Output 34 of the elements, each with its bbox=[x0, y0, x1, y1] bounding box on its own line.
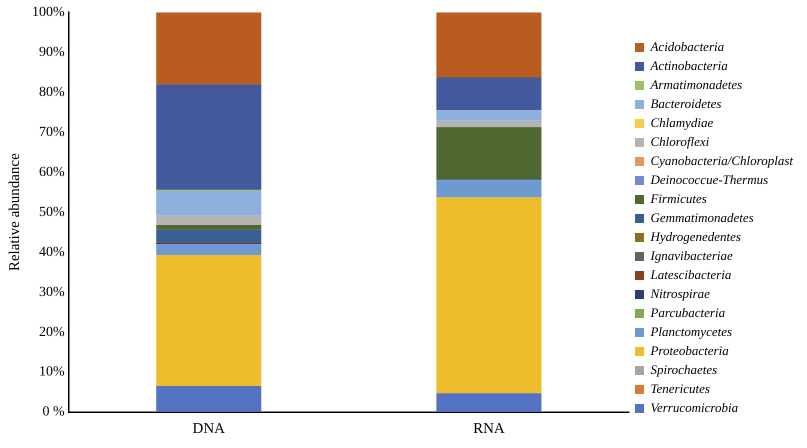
legend-label: Bacteroidetes bbox=[650, 96, 722, 111]
legend-label: Firmicutes bbox=[649, 190, 707, 206]
legend-label: Latescibacteria bbox=[649, 266, 732, 282]
legend-label: Cyanobacteria/Chloroplast bbox=[650, 152, 794, 168]
legend-label: Nitrospirae bbox=[649, 286, 710, 301]
y-tick-label: 20% bbox=[38, 324, 65, 340]
legend-label: Deinococcue-Thermus bbox=[649, 172, 768, 187]
x-tick-label: RNA bbox=[473, 420, 505, 437]
legend-label: Parcubacteria bbox=[649, 304, 726, 320]
legend-label: Actinobacteria bbox=[649, 58, 728, 73]
y-tick-label: 0 % bbox=[42, 404, 65, 420]
legend-label: Spirochaetes bbox=[650, 362, 718, 377]
y-tick-label: 50% bbox=[38, 204, 65, 220]
x-tick-label: DNA bbox=[192, 420, 226, 437]
legend-label: Acidobacteria bbox=[649, 38, 725, 54]
legend-label: Hydrogenedentes bbox=[649, 228, 741, 244]
y-tick-label: 40% bbox=[38, 244, 65, 260]
legend-label: Proteobacteria bbox=[649, 342, 730, 358]
legend-label: Verrucomicrobia bbox=[650, 400, 739, 415]
legend-label: Armatimonadetes bbox=[649, 76, 742, 92]
y-tick-label: 60% bbox=[38, 164, 65, 180]
legend-label: Ignavibacteriae bbox=[649, 248, 734, 263]
y-tick-label: 80% bbox=[38, 84, 65, 100]
legend-label: Chloroflexi bbox=[650, 134, 710, 149]
y-tick-label: 10% bbox=[38, 364, 65, 380]
legend-label: Gemmatimonadetes bbox=[650, 210, 754, 225]
y-tick-label: 90% bbox=[38, 45, 65, 60]
y-tick-label: 100% bbox=[32, 5, 65, 20]
y-tick-label: 30% bbox=[38, 284, 65, 300]
y-tick-label: 70% bbox=[38, 124, 65, 140]
legend-label: Chlamydiae bbox=[650, 114, 714, 130]
y-axis-title: Relative abundance bbox=[6, 152, 23, 272]
legend-label: Tenericutes bbox=[650, 380, 710, 396]
legend-label: Planctomycetes bbox=[649, 324, 732, 339]
